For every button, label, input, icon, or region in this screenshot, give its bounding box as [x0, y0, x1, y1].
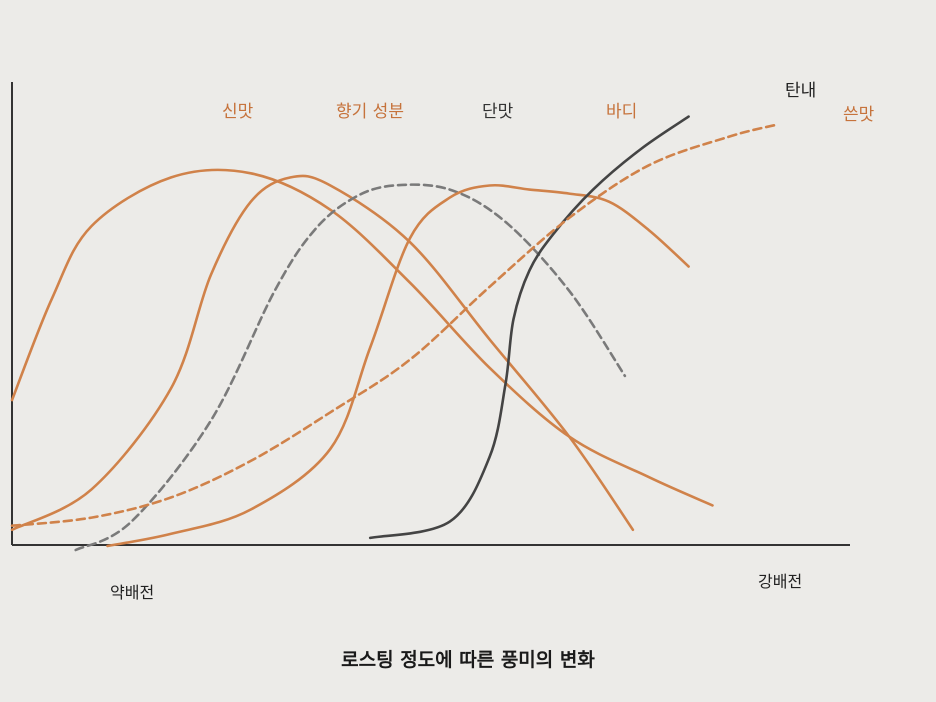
- series-layer: [10, 115, 778, 552]
- series-line-1: [10, 174, 635, 532]
- x-tick-label-dark-roast: 강배전: [758, 572, 802, 591]
- series-label-1: 향기 성분: [336, 102, 404, 122]
- series-line-3: [106, 183, 690, 548]
- series-line-2: [74, 183, 627, 552]
- x-tick-label-light-roast: 약배전: [110, 583, 154, 602]
- series-label-3: 바디: [606, 102, 637, 122]
- figure-caption: 로스팅 정도에 따른 풍미의 변화: [341, 649, 595, 671]
- series-label-5: 쓴맛: [843, 105, 875, 125]
- series-line-4: [368, 115, 690, 540]
- series-line-5: [10, 123, 778, 527]
- series-label-2: 단맛: [482, 102, 514, 122]
- series-line-0: [10, 168, 714, 507]
- series-label-0: 신맛: [222, 102, 254, 122]
- series-label-4: 탄내: [785, 81, 816, 101]
